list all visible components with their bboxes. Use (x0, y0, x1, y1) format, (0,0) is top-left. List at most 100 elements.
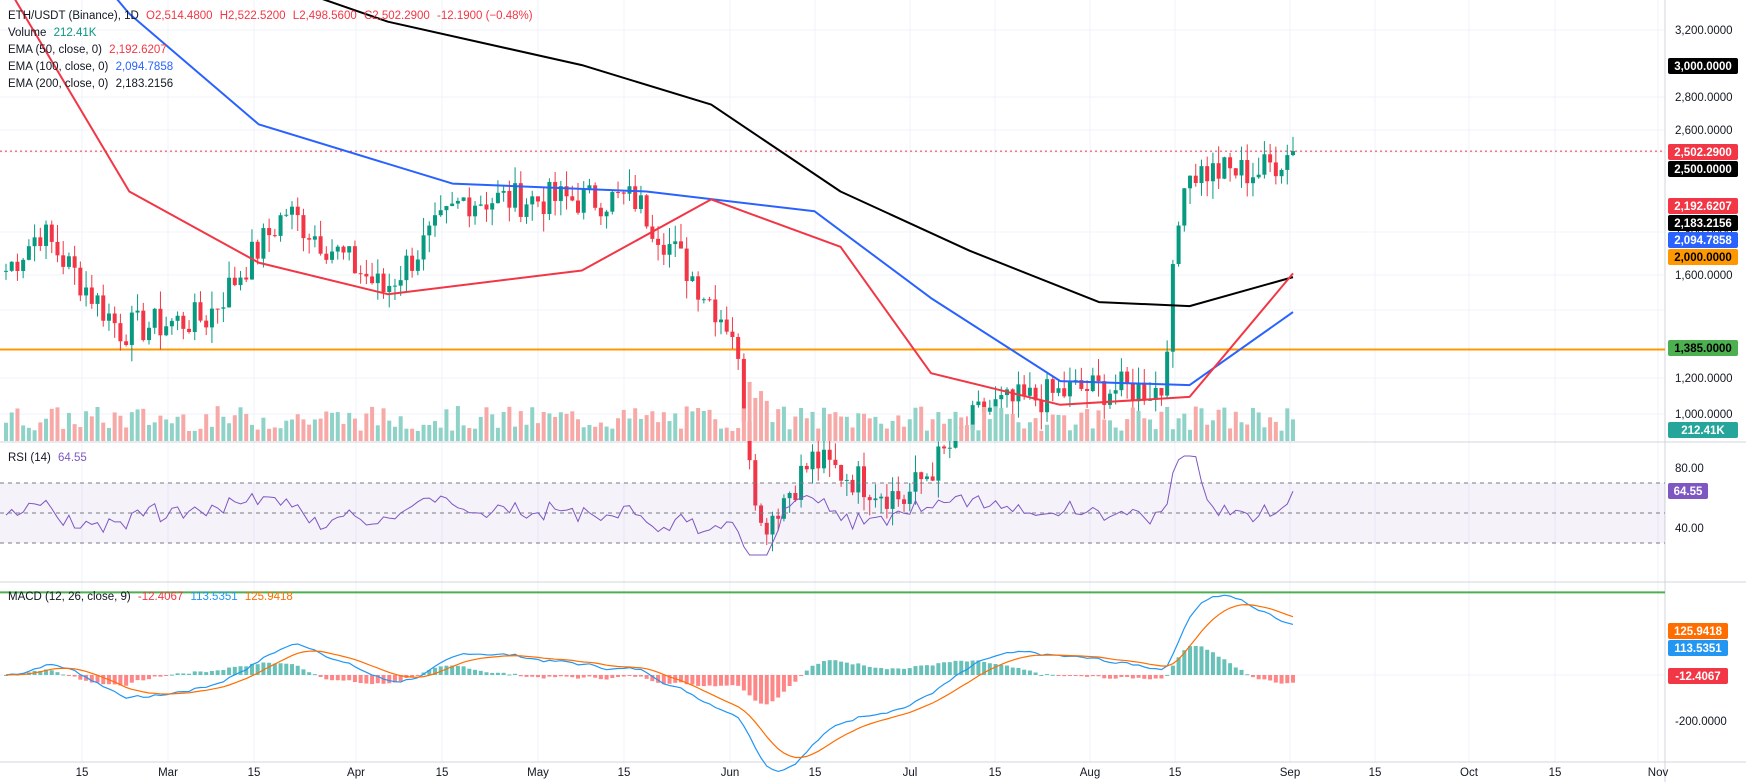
price-tag-label: 2,183.2156 (1674, 218, 1732, 230)
candle-body (421, 235, 426, 260)
macd-histogram-bar (209, 670, 214, 675)
volume-bar (678, 428, 683, 441)
macd-histogram-bar (221, 670, 226, 675)
volume-bar (535, 423, 540, 441)
rsi-value: 64.55 (58, 452, 87, 464)
candle-body (352, 246, 357, 274)
macd-histogram-bar (741, 675, 746, 691)
volume-bar (793, 416, 798, 441)
ema200-label: EMA (200, close, 0) (8, 78, 109, 90)
candle-body (1079, 380, 1084, 389)
volume-bar (621, 409, 626, 441)
volume-bar (1016, 422, 1021, 441)
price-tag-bg (1668, 422, 1738, 438)
ema100-label: EMA (100, close, 0) (8, 61, 109, 73)
candle-body (84, 287, 89, 296)
volume-bar (358, 430, 363, 441)
candle-body (827, 449, 832, 460)
low-value: L2,498.5600 (292, 10, 357, 22)
volume-bar (719, 428, 723, 441)
time-axis-label: 15 (248, 767, 261, 779)
candle-body (221, 307, 226, 309)
candle-body (902, 499, 907, 504)
macd-histogram-bar (907, 668, 912, 675)
volume-legend[interactable]: Volume 212.41K (8, 26, 100, 41)
macd-histogram-bar (570, 675, 575, 678)
candle-body (633, 186, 638, 210)
macd-histogram-bar (793, 675, 798, 682)
volume-bar (587, 424, 592, 441)
volume-bar (455, 406, 460, 441)
macd-histogram-bar (1199, 646, 1204, 675)
candle-body (467, 197, 472, 217)
ema200-line (322, 0, 1294, 308)
ema50-legend[interactable]: EMA (50, close, 0) 2,192.6207 (8, 43, 171, 58)
rsi-legend[interactable]: RSI (14) 64.55 (8, 451, 91, 466)
volume-bar (570, 411, 575, 441)
volume-bar (484, 407, 489, 441)
candle-body (209, 308, 214, 328)
candle-body (387, 285, 392, 293)
volume-bar (1119, 430, 1124, 441)
macd-histogram-bar (650, 675, 655, 682)
macd-legend[interactable]: MACD (12, 26, close, 9) -12.4067 113.535… (8, 590, 297, 605)
macd-histogram-bar (518, 675, 523, 677)
macd-histogram-bar (759, 675, 764, 704)
candle-body (741, 358, 746, 422)
candle-body (999, 395, 1004, 400)
volume-bar (381, 408, 386, 441)
candle-body (278, 215, 283, 236)
candle-body (324, 253, 329, 260)
macd-histogram-bar (415, 675, 420, 676)
candle-body (982, 401, 987, 412)
candle-body (638, 195, 643, 210)
volume-bar (129, 412, 134, 441)
candle-body (32, 237, 37, 247)
volume-bar (827, 414, 832, 441)
macd-histogram-bar (1239, 669, 1244, 675)
macd-histogram-bar (267, 662, 272, 675)
candle-body (862, 466, 866, 498)
ema100-legend[interactable]: EMA (100, close, 0) 2,094.7858 (8, 60, 177, 75)
volume-bar (1279, 430, 1284, 441)
candle-body (1113, 390, 1118, 394)
candle-body (839, 465, 844, 481)
volume-bar (267, 428, 272, 441)
macd-histogram-bar (392, 675, 397, 683)
candle-body (1033, 387, 1038, 401)
macd-histogram-bar (953, 660, 958, 675)
volume-bar (982, 406, 987, 441)
volume-bar (976, 430, 981, 441)
symbol-label[interactable]: ETH/USDT (Binance), 1D (8, 10, 139, 22)
volume-bar (507, 406, 512, 441)
candle-body (152, 308, 157, 328)
macd-histogram-bar (1222, 659, 1227, 675)
macd-axis-label: -200.0000 (1675, 716, 1727, 728)
macd-histogram-bar (38, 670, 43, 675)
volume-bar (547, 413, 552, 441)
candle-body (461, 197, 466, 201)
price-axis-label: 1,600.0000 (1675, 270, 1733, 282)
macd-histogram-bar (192, 671, 197, 675)
candle-body (598, 207, 603, 217)
volume-bar (49, 408, 54, 441)
macd-histogram-bar (1233, 667, 1238, 675)
volume-bar (1102, 419, 1107, 441)
ema200-legend[interactable]: EMA (200, close, 0) 2,183.2156 (8, 77, 177, 92)
candle-body (335, 246, 340, 252)
volume-bar (450, 430, 455, 441)
volume-bar (598, 422, 603, 441)
macd-histogram-bar (278, 663, 283, 675)
candle-body (719, 319, 723, 323)
candle-body (38, 237, 43, 246)
volume-bar (209, 426, 214, 441)
candle-body (696, 276, 701, 300)
candle-body (724, 319, 729, 332)
volume-bar (227, 423, 232, 441)
macd-histogram-bar (261, 662, 266, 675)
candle-body (370, 276, 375, 284)
macd-histogram-bar (856, 663, 861, 675)
candle-body (1136, 382, 1141, 402)
volume-bar (307, 424, 312, 441)
